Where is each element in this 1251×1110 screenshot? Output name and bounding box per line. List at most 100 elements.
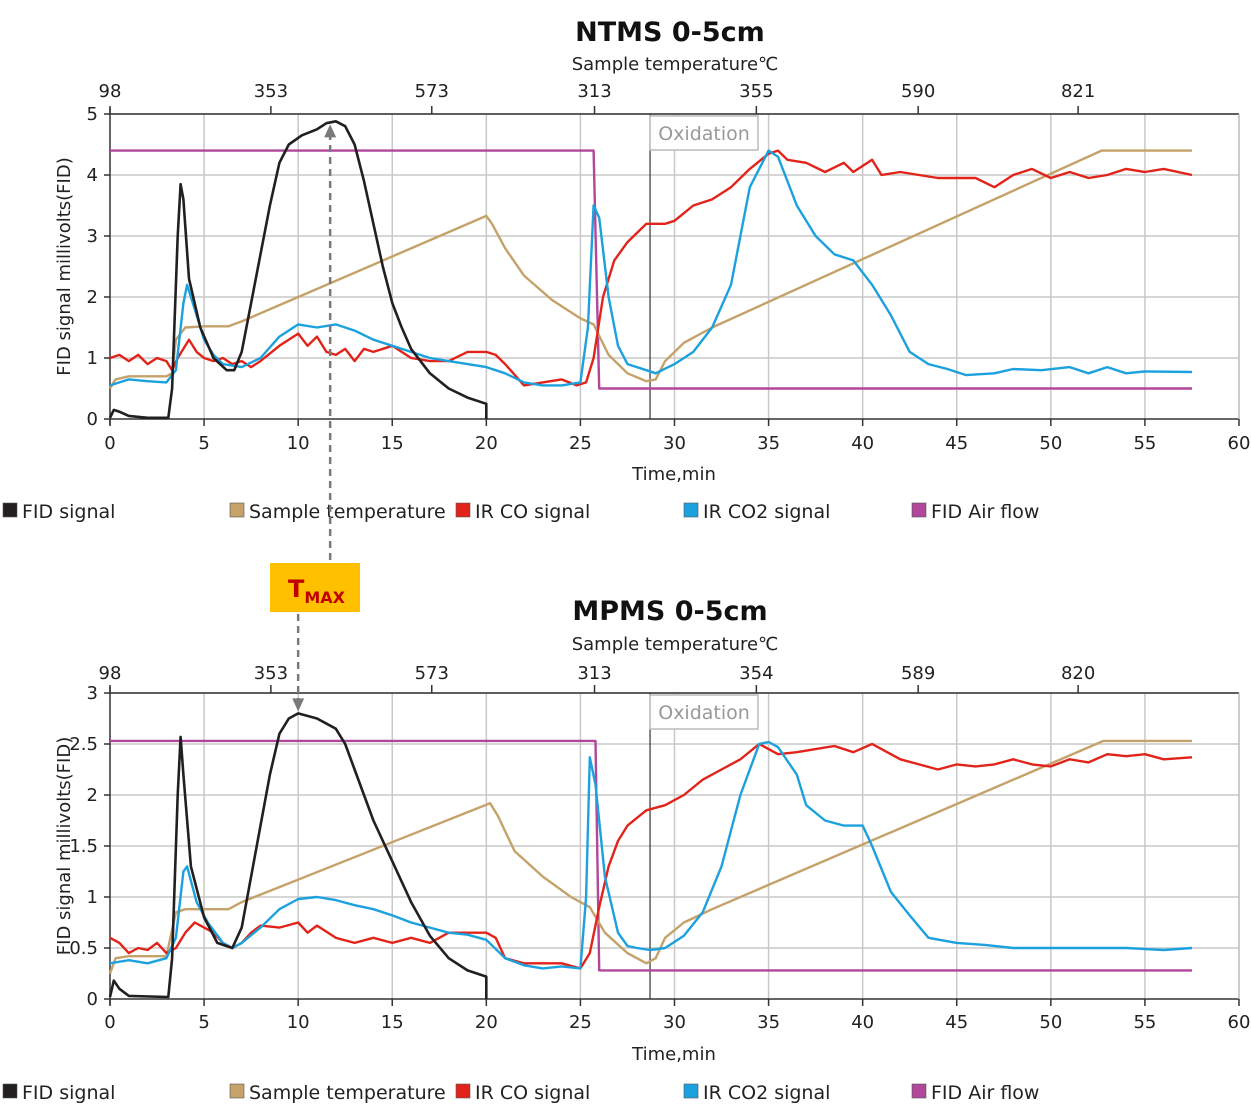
x-tick-label: 5 (198, 1012, 209, 1033)
legend-label: IR CO signal (475, 501, 590, 523)
x-axis-label: Time,min (631, 1044, 716, 1065)
y-tick-label: 3 (87, 683, 98, 704)
x-tick-label: 35 (757, 1012, 780, 1033)
top-tick-label: 821 (1061, 81, 1095, 102)
oxidation-label-box (649, 115, 759, 151)
x-tick-label: 10 (287, 433, 310, 454)
x-tick-label: 60 (1228, 1012, 1251, 1033)
arrow-up-icon (324, 124, 337, 138)
top-tick-label: 573 (415, 663, 449, 684)
series-line-fid-signal (108, 120, 488, 420)
top-tick-label: 355 (739, 81, 773, 102)
top-tick-label: 353 (254, 81, 288, 102)
legend-label: FID Air flow (931, 1082, 1039, 1104)
x-tick-label: 30 (663, 1012, 686, 1033)
series-line-fid-air-flow (110, 739, 1192, 972)
top-tick-label: 353 (254, 663, 288, 684)
y-tick-label: 2 (87, 785, 98, 806)
y-tick-label: 4 (87, 165, 98, 186)
tmax-main: T (288, 575, 305, 603)
x-tick-label: 15 (381, 433, 404, 454)
y-tick-label: 1 (87, 348, 98, 369)
legend-label: FID Air flow (931, 501, 1039, 523)
x-tick-label: 0 (104, 433, 115, 454)
tmax-box (270, 563, 360, 612)
top-tick-label: 98 (99, 663, 122, 684)
series-line-ir-co-signal (109, 149, 1193, 387)
x-tick-label: 25 (569, 433, 592, 454)
tmax-annotation: TMAX (270, 124, 360, 712)
legend-label: FID signal (22, 501, 115, 523)
x-tick-label: 25 (569, 1012, 592, 1033)
series-line-fid-signal (108, 712, 488, 999)
legend-swatch (229, 502, 245, 518)
x-tick-label: 5 (198, 433, 209, 454)
legend-swatch (455, 1083, 471, 1099)
legend-swatch (2, 1083, 18, 1099)
legend-swatch (455, 502, 471, 518)
oxidation-label: Oxidation (658, 702, 750, 724)
legend-swatch (683, 1083, 699, 1099)
legend-label: Sample temperature (249, 501, 446, 523)
legend-swatch (911, 502, 927, 518)
y-axis-label: FID signal millivolts(FID) (54, 157, 75, 375)
tmax-label: TMAX (288, 575, 346, 607)
top-tick-label: 313 (577, 81, 611, 102)
x-axis-label: Time,min (631, 464, 716, 485)
y-axis-label: FID signal millivolts(FID) (54, 737, 75, 955)
top-axis-label: Sample temperature℃ (572, 634, 779, 655)
legend-label: IR CO2 signal (703, 1082, 830, 1104)
legend-swatch (2, 502, 18, 518)
top-tick-label: 820 (1061, 663, 1095, 684)
top-tick-label: 573 (415, 81, 449, 102)
series-line-fid-air-flow (110, 149, 1192, 390)
x-tick-label: 45 (945, 433, 968, 454)
x-tick-label: 10 (287, 1012, 310, 1033)
x-tick-label: 40 (851, 1012, 874, 1033)
legend-swatch (683, 502, 699, 518)
series-line-ir-co2-signal (109, 740, 1193, 970)
tmax-subscript: MAX (304, 588, 345, 607)
chart-title: NTMS 0-5cm (575, 17, 765, 48)
x-tick-label: 60 (1228, 433, 1251, 454)
y-tick-label: 3 (87, 226, 98, 247)
x-tick-label: 55 (1133, 1012, 1156, 1033)
legend-swatch (229, 1083, 245, 1099)
top-tick-label: 589 (901, 663, 935, 684)
y-tick-label: 1 (87, 887, 98, 908)
x-tick-label: 0 (104, 1012, 115, 1033)
legend-label: IR CO signal (475, 1082, 590, 1104)
x-tick-label: 20 (475, 1012, 498, 1033)
y-tick-label: 1.5 (69, 836, 98, 857)
legend-label: IR CO2 signal (703, 501, 830, 523)
y-tick-label: 0.5 (69, 938, 98, 959)
legend-label: FID signal (22, 1082, 115, 1104)
arrow-down-icon (292, 698, 305, 712)
x-tick-label: 55 (1133, 433, 1156, 454)
x-tick-label: 40 (851, 433, 874, 454)
x-tick-label: 50 (1039, 1012, 1062, 1033)
oxidation-label-box (649, 694, 759, 730)
y-tick-label: 5 (87, 104, 98, 125)
chart-title: MPMS 0-5cm (572, 596, 767, 627)
series-line-ir-co-signal (109, 742, 1193, 970)
top-axis-label: Sample temperature℃ (572, 54, 779, 75)
top-tick-label: 98 (99, 81, 122, 102)
y-tick-label: 0 (87, 409, 98, 430)
x-tick-label: 45 (945, 1012, 968, 1033)
x-tick-label: 50 (1039, 433, 1062, 454)
x-tick-label: 35 (757, 433, 780, 454)
top-tick-label: 313 (577, 663, 611, 684)
top-tick-label: 354 (739, 663, 773, 684)
x-tick-label: 15 (381, 1012, 404, 1033)
series-line-sample-temperature (108, 739, 1192, 974)
y-tick-label: 0 (87, 989, 98, 1010)
y-tick-label: 2.5 (69, 734, 98, 755)
x-tick-label: 30 (663, 433, 686, 454)
top-tick-label: 590 (901, 81, 935, 102)
x-tick-label: 20 (475, 433, 498, 454)
legend-label: Sample temperature (249, 1082, 446, 1104)
